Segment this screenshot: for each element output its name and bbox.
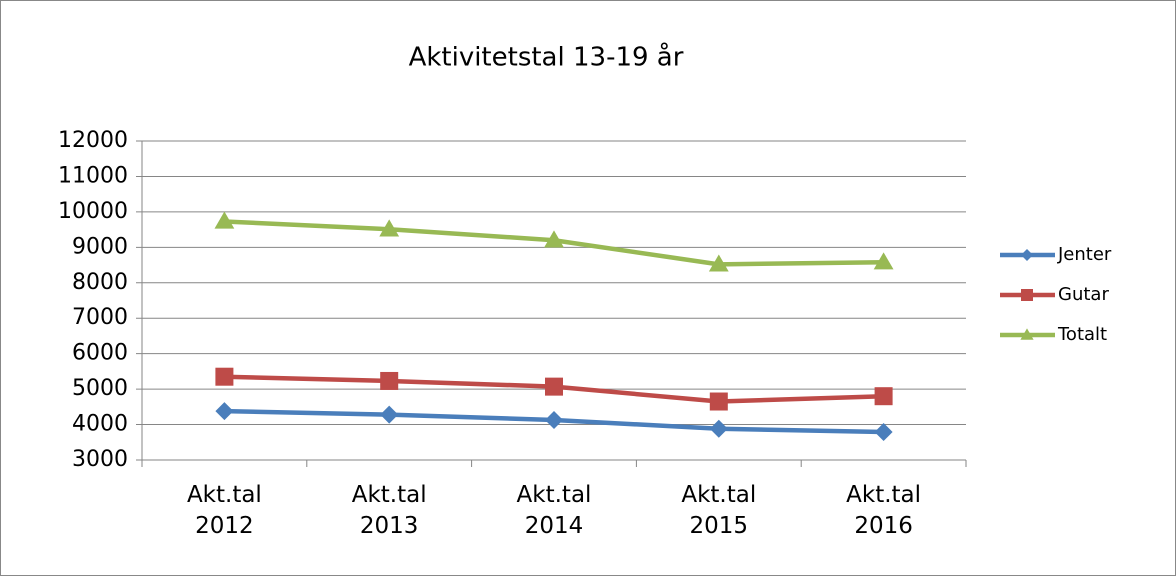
marker (544, 230, 564, 248)
legend-label: Totalt (1057, 324, 1107, 345)
marker (709, 419, 728, 438)
x-tick-label: Akt.tal 2016 (846, 482, 922, 539)
y-tick-label: 11000 (58, 163, 128, 188)
x-tick-label: Akt.tal 2014 (516, 482, 592, 539)
marker (545, 410, 563, 429)
marker (874, 422, 893, 441)
y-tick-label: 6000 (72, 341, 128, 366)
y-tick-label: 4000 (72, 412, 128, 437)
marker (708, 254, 729, 272)
marker (874, 387, 893, 406)
marker (380, 405, 399, 424)
marker (1021, 289, 1033, 301)
marker (1021, 249, 1033, 261)
marker (215, 367, 234, 386)
legend-label: Jenter (1057, 244, 1112, 265)
x-tick-label: Akt.tal 2012 (186, 482, 262, 539)
chart-title: Aktivitetstal 13-19 år (409, 42, 684, 73)
marker (214, 211, 235, 229)
marker (1020, 328, 1034, 340)
y-tick-label: 7000 (72, 305, 128, 330)
marker (379, 219, 400, 237)
y-tick-label: 3000 (72, 447, 128, 472)
y-tick-label: 9000 (72, 234, 128, 259)
marker (709, 392, 728, 411)
y-tick-label: 8000 (72, 270, 128, 295)
marker (545, 377, 563, 396)
y-tick-label: 5000 (72, 376, 128, 401)
marker (380, 371, 399, 390)
y-tick-label: 10000 (58, 199, 128, 224)
marker (215, 402, 234, 421)
y-tick-label: 12000 (58, 128, 128, 153)
legend-label: Gutar (1058, 284, 1109, 305)
x-tick-label: Akt.tal 2015 (681, 482, 757, 539)
x-tick-label: Akt.tal 2013 (351, 482, 427, 539)
marker (873, 252, 894, 270)
